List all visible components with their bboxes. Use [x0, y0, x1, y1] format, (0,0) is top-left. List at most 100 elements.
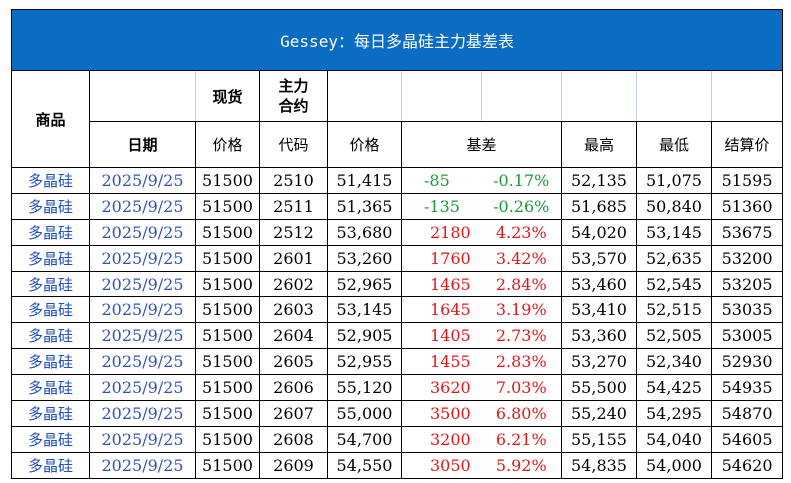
cell-low: 52,515 [636, 296, 712, 324]
cell-code: 2601 [259, 244, 328, 272]
cell-product: 多晶硅 [11, 218, 90, 246]
cell-product: 多晶硅 [11, 322, 90, 350]
cell-product: 多晶硅 [11, 374, 90, 402]
header-date: 日期 [89, 121, 196, 168]
header-blank-cell [327, 70, 402, 122]
cell-basis: -135 [401, 192, 482, 220]
cell-date: 2025/9/25 [89, 218, 196, 246]
cell-product: 多晶硅 [11, 244, 90, 272]
table-row: 多晶硅 2025/9/25 51500 2604 52,905 1405 2.73% 53,3… [11, 322, 784, 350]
cell-settle: 53205 [710, 270, 784, 298]
cell-high: 53,460 [561, 270, 637, 298]
table-row: 多晶硅 2025/9/25 51500 2607 55,000 3500 6.80% 55,2… [11, 400, 784, 427]
cell-date: 2025/9/25 [89, 244, 196, 272]
cell-basis-pct: 6.21% [481, 425, 562, 453]
cell-code: 2607 [259, 400, 328, 427]
cell-date: 2025/9/25 [89, 400, 196, 427]
cell-code: 2609 [259, 451, 328, 479]
cell-basis: 1455 [401, 348, 482, 376]
cell-basis: 2180 [401, 218, 482, 246]
cell-product: 多晶硅 [11, 296, 90, 324]
cell-high: 55,240 [561, 400, 637, 427]
header-blank-cell [481, 70, 562, 122]
cell-basis: 3500 [401, 400, 482, 427]
table-row: 多晶硅 2025/9/25 51500 2605 52,955 1455 2.83% 53,2… [11, 348, 784, 376]
header-blank-cell [401, 70, 482, 122]
header-blank-cell [89, 70, 196, 122]
cell-code: 2608 [259, 425, 328, 453]
cell-low: 52,505 [636, 322, 712, 350]
cell-spot-price: 51500 [195, 167, 260, 194]
cell-product: 多晶硅 [11, 192, 90, 220]
cell-date: 2025/9/25 [89, 167, 196, 194]
cell-date: 2025/9/25 [89, 296, 196, 324]
cell-low: 52,545 [636, 270, 712, 298]
cell-low: 52,635 [636, 244, 712, 272]
cell-high: 53,410 [561, 296, 637, 324]
cell-spot-price: 51500 [195, 296, 260, 324]
table-row: 多晶硅 2025/9/25 51500 2609 54,550 3050 5.92% 54,8… [11, 451, 784, 479]
cell-basis: 1405 [401, 322, 482, 350]
header-row-1: 商品 现货 主力 合约 [11, 70, 784, 168]
cell-settle: 52930 [710, 348, 784, 376]
header-price: 价格 [327, 121, 402, 168]
cell-price: 53,260 [327, 244, 402, 272]
cell-high: 53,360 [561, 322, 637, 350]
cell-high: 51,685 [561, 192, 637, 220]
cell-product: 多晶硅 [11, 167, 90, 194]
cell-price: 51,365 [327, 192, 402, 220]
basis-table-sheet: Gessey：每日多晶硅主力基差表 商品 现货 主力 合约 日期 价格 代码 价… [10, 9, 784, 479]
cell-low: 52,340 [636, 348, 712, 376]
cell-code: 2604 [259, 322, 328, 350]
cell-date: 2025/9/25 [89, 348, 196, 376]
cell-settle: 54870 [710, 400, 784, 427]
cell-basis: 3200 [401, 425, 482, 453]
cell-basis-pct: 4.23% [481, 218, 562, 246]
cell-date: 2025/9/25 [89, 374, 196, 402]
cell-basis-pct: 7.03% [481, 374, 562, 402]
basis-table: Gessey：每日多晶硅主力基差表 商品 现货 主力 合约 日期 价格 代码 价… [10, 9, 784, 479]
cell-product: 多晶硅 [11, 348, 90, 376]
header-high: 最高 [561, 121, 637, 168]
table-row: 多晶硅 2025/9/25 51500 2601 53,260 1760 3.42% 53,5… [11, 244, 784, 272]
cell-code: 2605 [259, 348, 328, 376]
header-spot: 现货 [195, 70, 260, 122]
cell-product: 多晶硅 [11, 425, 90, 453]
header-blank-cell [561, 70, 637, 122]
cell-high: 52,135 [561, 167, 637, 194]
cell-product: 多晶硅 [11, 270, 90, 298]
header-low: 最低 [636, 121, 712, 168]
table-row: 多晶硅 2025/9/25 51500 2510 51,415 -85 -0.17% 52,1… [11, 167, 784, 194]
cell-code: 2603 [259, 296, 328, 324]
cell-code: 2510 [259, 167, 328, 194]
cell-settle: 54935 [710, 374, 784, 402]
cell-high: 55,155 [561, 425, 637, 453]
cell-code: 2606 [259, 374, 328, 402]
cell-spot-price: 51500 [195, 348, 260, 376]
cell-basis: 1465 [401, 270, 482, 298]
header-blank-cell [710, 70, 784, 122]
title-row: Gessey：每日多晶硅主力基差表 [10, 9, 784, 71]
cell-settle: 54620 [710, 451, 784, 479]
cell-settle: 53035 [710, 296, 784, 324]
cell-low: 54,040 [636, 425, 712, 453]
cell-price: 52,905 [327, 322, 402, 350]
table-row: 多晶硅 2025/9/25 51500 2603 53,145 1645 3.19% 53,4… [11, 296, 784, 324]
cell-low: 54,295 [636, 400, 712, 427]
table-row: 多晶硅 2025/9/25 51500 2608 54,700 3200 6.21% 55,1… [11, 425, 784, 453]
cell-basis-pct: 6.80% [481, 400, 562, 427]
cell-settle: 53005 [710, 322, 784, 350]
cell-basis-pct: 2.84% [481, 270, 562, 298]
cell-settle: 53200 [710, 244, 784, 272]
cell-high: 54,020 [561, 218, 637, 246]
cell-price: 52,955 [327, 348, 402, 376]
cell-high: 53,270 [561, 348, 637, 376]
table-row: 多晶硅 2025/9/25 51500 2602 52,965 1465 2.84% 53,4… [11, 270, 784, 298]
cell-date: 2025/9/25 [89, 322, 196, 350]
header-main-contract: 主力 合约 [259, 70, 328, 122]
cell-price: 53,680 [327, 218, 402, 246]
cell-low: 50,840 [636, 192, 712, 220]
table-row: 多晶硅 2025/9/25 51500 2511 51,365 -135 -0.26% 51,… [11, 192, 784, 220]
cell-spot-price: 51500 [195, 374, 260, 402]
cell-basis: -85 [401, 167, 482, 194]
